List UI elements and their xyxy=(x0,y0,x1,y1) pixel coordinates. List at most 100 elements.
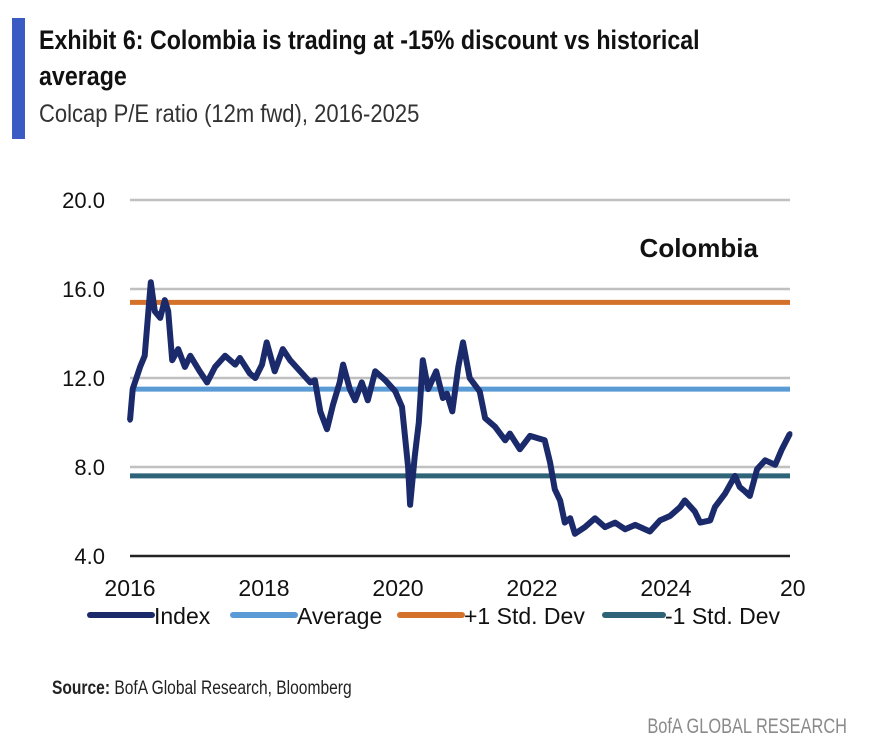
index-data-point xyxy=(382,377,388,383)
index-data-point xyxy=(330,402,336,408)
source-label: Source: xyxy=(52,678,111,699)
index-data-point xyxy=(152,308,158,314)
index-data-point xyxy=(162,297,168,303)
index-data-point xyxy=(582,524,588,530)
legend-label-average: Average xyxy=(297,603,382,629)
index-data-point xyxy=(477,388,483,394)
index-data-point xyxy=(340,362,346,368)
y-tick-label: 8.0 xyxy=(74,455,105,480)
index-data-point xyxy=(562,520,568,526)
index-data-point xyxy=(602,524,608,530)
index-data-point xyxy=(187,353,193,359)
index-data-point xyxy=(175,346,181,352)
index-data-point xyxy=(307,379,313,385)
index-data-point xyxy=(547,460,553,466)
index-data-point xyxy=(762,457,768,463)
index-data-point xyxy=(232,362,238,368)
index-data-point xyxy=(632,522,638,528)
index-data-point xyxy=(405,464,411,470)
y-tick-label: 12.0 xyxy=(62,366,105,391)
index-data-point xyxy=(440,395,446,401)
source-text: BofA Global Research, Bloomberg xyxy=(114,678,352,699)
x-tick-label: 2016 xyxy=(104,575,155,601)
index-data-point xyxy=(365,397,371,403)
index-data-point xyxy=(667,513,673,519)
index-data-point xyxy=(772,462,778,468)
index-data-point xyxy=(552,486,558,492)
y-tick-label: 4.0 xyxy=(74,544,105,569)
index-data-point xyxy=(137,364,143,370)
index-data-point xyxy=(312,377,318,383)
index-data-point xyxy=(612,520,618,526)
index-data-point xyxy=(449,408,455,414)
index-data-point xyxy=(412,453,418,459)
index-data-point xyxy=(732,473,738,479)
chart-annotation: Colombia xyxy=(640,233,759,263)
index-data-point xyxy=(247,371,253,377)
index-data-point xyxy=(420,357,426,363)
index-data-point xyxy=(347,386,353,392)
index-data-point xyxy=(392,388,398,394)
index-data-point xyxy=(169,357,175,363)
index-data-point xyxy=(707,517,713,523)
index-data-point xyxy=(542,437,548,443)
index-data-point xyxy=(130,386,136,392)
legend-label-minus-1-std-dev: -1 Std. Dev xyxy=(665,603,781,629)
index-data-point xyxy=(507,431,513,437)
index-data-point xyxy=(317,408,323,414)
index-data-point xyxy=(747,493,753,499)
index-data-point xyxy=(182,364,188,370)
index-data-point xyxy=(467,375,473,381)
index-data-point xyxy=(259,362,265,368)
index-data-point xyxy=(372,368,378,374)
index-data-point xyxy=(742,488,748,494)
x-tick-label: 20 xyxy=(780,575,806,601)
index-data-point xyxy=(204,379,210,385)
index-data-point xyxy=(682,497,688,503)
index-data-point xyxy=(165,308,171,314)
index-data-point xyxy=(148,279,154,285)
index-data-point xyxy=(297,368,303,374)
index-data-point xyxy=(287,357,293,363)
index-data-point xyxy=(557,497,563,503)
index-data-point xyxy=(722,491,728,497)
legend-label-index: Index xyxy=(154,603,211,629)
index-data-point xyxy=(197,368,203,374)
index-data-point xyxy=(460,339,466,345)
series-line-index xyxy=(127,279,793,537)
index-data-point xyxy=(677,504,683,510)
index-data-point xyxy=(502,437,508,443)
index-data-point xyxy=(212,364,218,370)
index-data-point xyxy=(237,355,243,361)
index-data-point xyxy=(692,509,698,514)
index-data-point xyxy=(712,504,718,510)
index-data-point xyxy=(779,446,785,452)
index-data-point xyxy=(142,353,148,359)
x-tick-label: 2018 xyxy=(238,575,289,601)
index-data-point xyxy=(252,375,258,381)
index-data-point xyxy=(787,431,793,437)
page-title: Exhibit 6: Colombia is trading at -15% d… xyxy=(39,25,700,91)
index-data-point xyxy=(359,379,365,385)
chart-subtitle: Colcap P/E ratio (12m fwd), 2016-2025 xyxy=(39,100,420,128)
y-tick-label: 16.0 xyxy=(62,277,105,302)
index-data-point xyxy=(352,397,358,403)
index-data-point xyxy=(754,466,760,472)
y-tick-label: 20.0 xyxy=(62,188,105,213)
index-data-point xyxy=(592,515,598,521)
index-data-point xyxy=(433,368,439,374)
index-data-point xyxy=(416,420,422,425)
x-tick-label: 2020 xyxy=(372,575,423,601)
index-data-point xyxy=(517,446,523,452)
title-accent-bar xyxy=(12,18,25,139)
index-data-point xyxy=(425,386,431,392)
index-data-point xyxy=(280,346,286,352)
index-data-point xyxy=(455,364,461,370)
index-data-point xyxy=(407,502,413,508)
legend-label-plus-1-std-dev: +1 Std. Dev xyxy=(464,603,585,629)
index-data-point xyxy=(222,353,228,359)
index-data-point xyxy=(324,426,330,432)
index-data-point xyxy=(657,517,663,523)
index-data-point xyxy=(444,391,450,397)
